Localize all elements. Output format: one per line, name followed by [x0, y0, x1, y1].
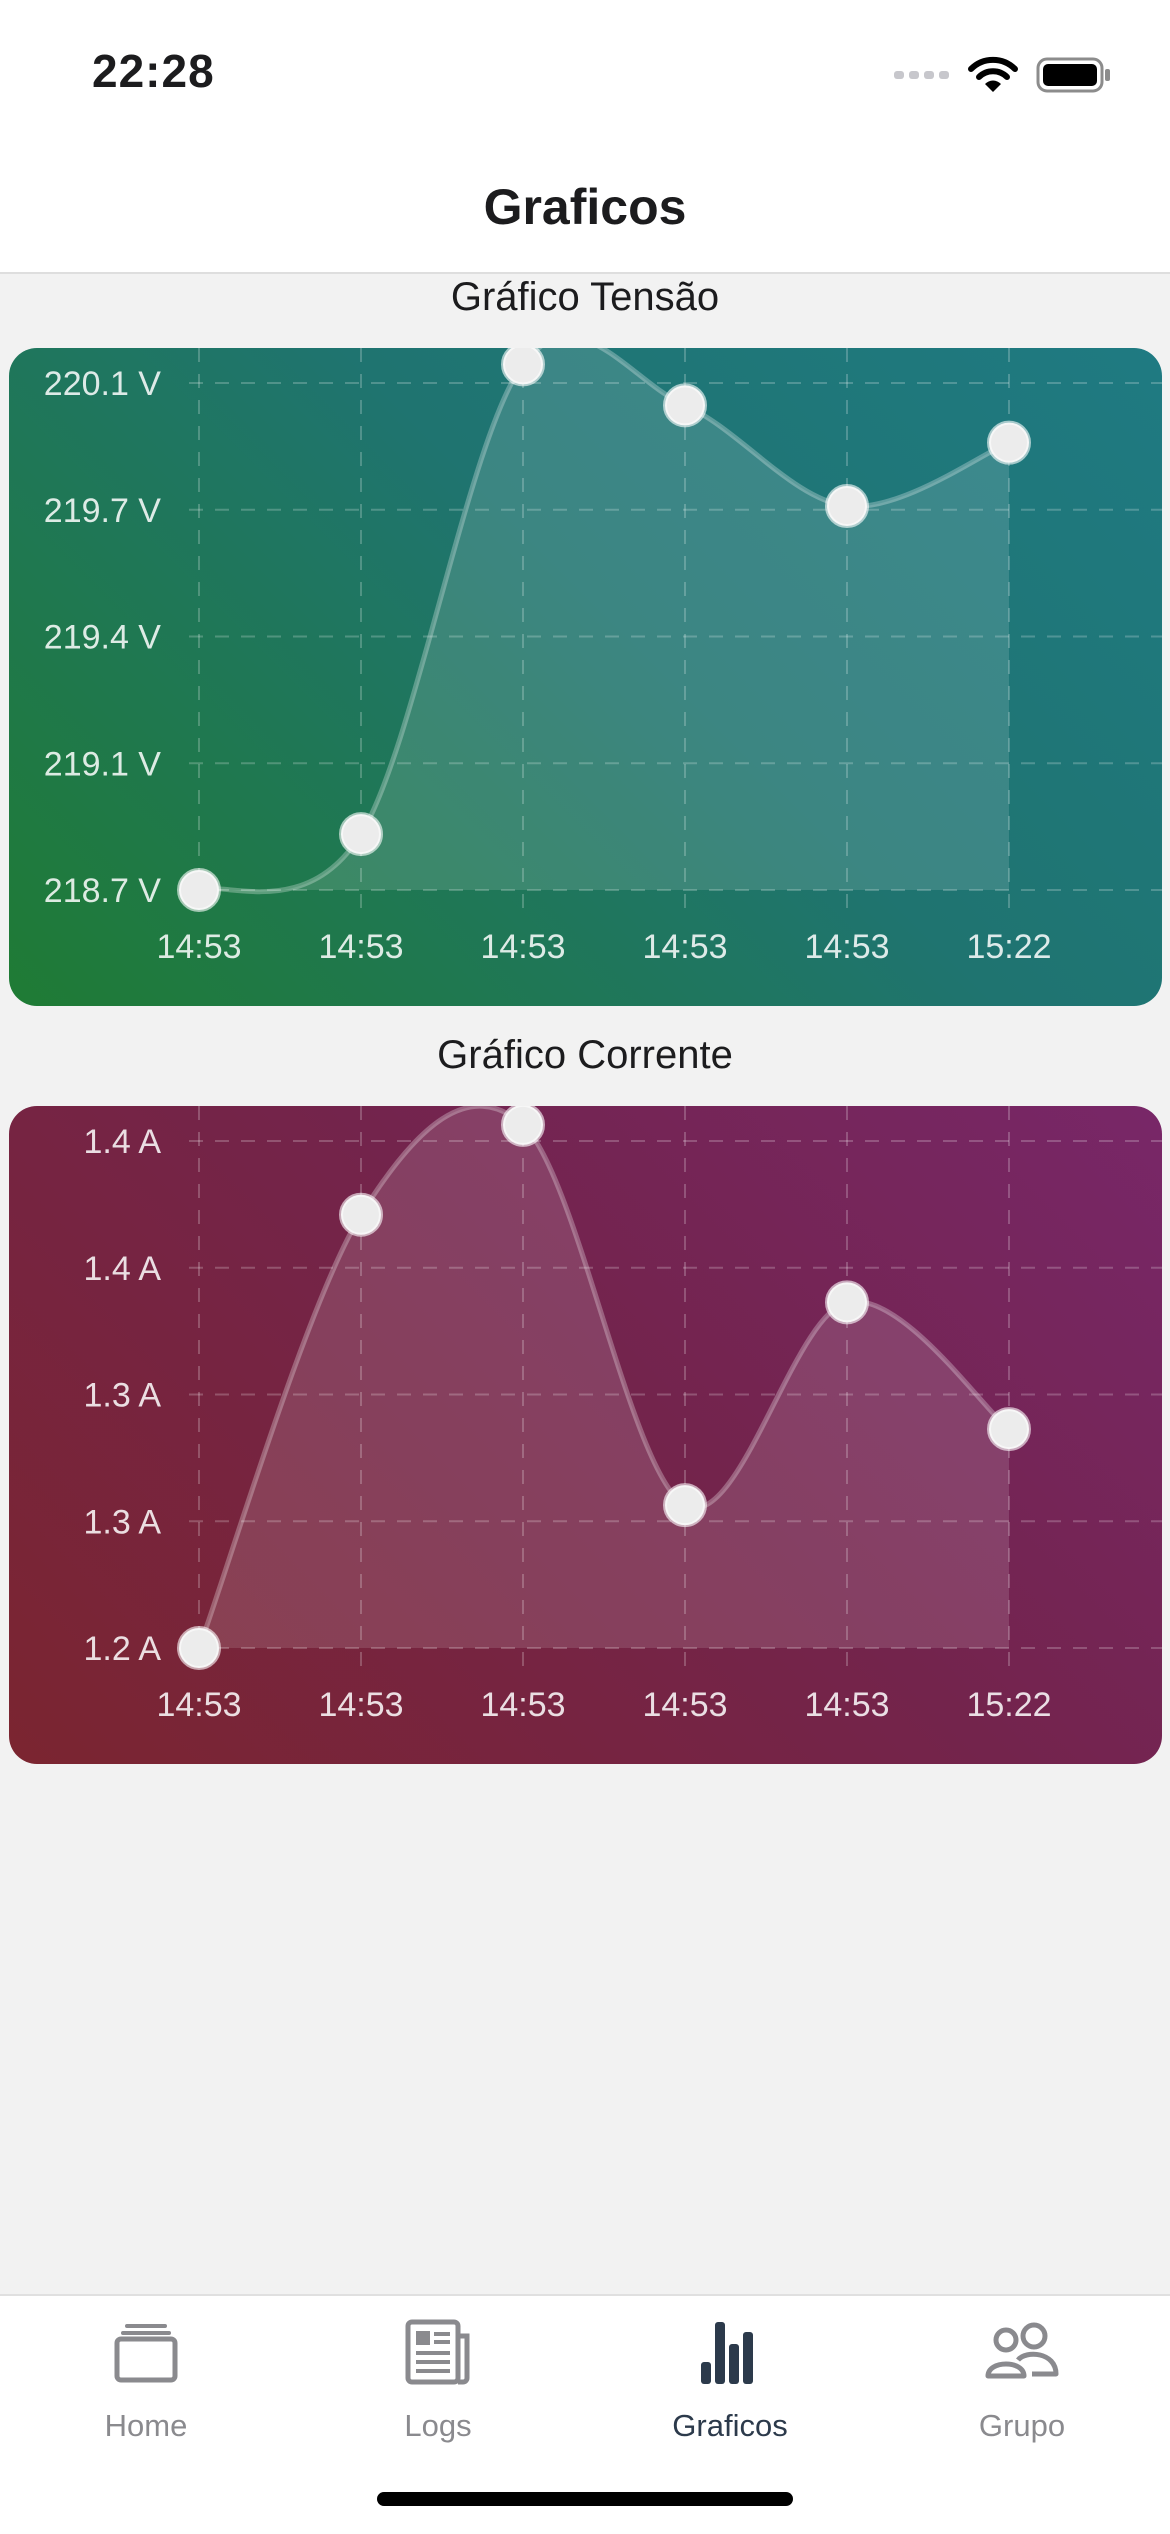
data-point[interactable]	[663, 383, 707, 428]
y-tick-label: 219.4 V	[44, 619, 162, 657]
x-tick-label: 14:53	[642, 928, 727, 966]
chart-title-corrente: Gráfico Corrente	[437, 1033, 733, 1077]
page-title: Graficos	[483, 179, 687, 235]
y-tick-label: 1.4 A	[83, 1250, 161, 1288]
tab-graficos[interactable]: Graficos	[584, 2296, 876, 2466]
home-stack-icon	[114, 2324, 178, 2383]
data-point[interactable]	[663, 1483, 707, 1528]
y-tick-label: 1.4 A	[83, 1123, 161, 1161]
x-tick-label: 14:53	[156, 1686, 241, 1724]
bar-chart-icon	[701, 2322, 753, 2384]
tab-grupo-label: Grupo	[978, 2408, 1066, 2443]
data-point[interactable]	[825, 1280, 869, 1325]
x-tick-label: 14:53	[804, 928, 889, 966]
newspaper-icon	[405, 2319, 470, 2385]
wifi-icon	[968, 56, 1018, 92]
data-point[interactable]	[177, 868, 221, 912]
x-tick-label: 14:53	[480, 928, 565, 966]
y-tick-label: 219.7 V	[44, 492, 162, 530]
data-point[interactable]	[987, 420, 1031, 465]
chart-card-tensao: 220.1 V 219.7 V 219.4 V 219.1 V 218.7 V 14:53…	[9, 348, 1162, 1006]
y-tick-label: 219.1 V	[44, 745, 162, 783]
series-area	[199, 1106, 1009, 1648]
tab-grupo[interactable]: Grupo	[876, 2296, 1168, 2466]
y-tick-label: 218.7 V	[44, 872, 162, 910]
x-tick-label: 14:53	[642, 1686, 727, 1724]
y-tick-label: 1.3 A	[83, 1503, 161, 1541]
data-point[interactable]	[501, 1106, 545, 1147]
status-bar: 22:28	[0, 0, 1170, 130]
tab-graficos-label: Graficos	[672, 2408, 788, 2443]
x-tick-label: 14:53	[156, 928, 241, 966]
battery-icon	[1036, 57, 1110, 93]
data-point[interactable]	[177, 1626, 221, 1670]
y-tick-label: 220.1 V	[44, 365, 162, 403]
data-point[interactable]	[501, 348, 545, 387]
y-tick-label: 1.2 A	[83, 1630, 161, 1668]
tab-logs[interactable]: Logs	[292, 2296, 584, 2466]
x-tick-label: 14:53	[318, 928, 403, 966]
current-chart: 1.4 A 1.4 A 1.3 A 1.3 A 1.2 A 14:53 14:53 14:53…	[83, 1106, 1162, 1724]
data-point[interactable]	[339, 1192, 383, 1237]
x-tick-label: 15:22	[966, 1686, 1051, 1724]
status-time: 22:28	[92, 45, 215, 97]
status-icons	[894, 50, 1112, 100]
series-area	[199, 348, 1009, 892]
tab-logs-label: Logs	[404, 2408, 472, 2443]
chart-card-corrente: 1.4 A 1.4 A 1.3 A 1.3 A 1.2 A 14:53 14:53 14:53…	[9, 1106, 1162, 1764]
home-indicator	[377, 2492, 793, 2506]
group-icon	[985, 2322, 1059, 2379]
y-tick-label: 1.3 A	[83, 1377, 161, 1415]
x-tick-label: 14:53	[480, 1686, 565, 1724]
cellular-signal-icon	[894, 71, 949, 79]
voltage-chart: 220.1 V 219.7 V 219.4 V 219.1 V 218.7 V 14:53…	[44, 348, 1162, 966]
data-point[interactable]	[987, 1407, 1031, 1452]
chart-title-tensao: Gráfico Tensão	[450, 275, 720, 319]
data-point[interactable]	[825, 484, 869, 529]
x-tick-label: 14:53	[804, 1686, 889, 1724]
x-tick-label: 15:22	[966, 928, 1051, 966]
tab-home-label: Home	[104, 2408, 188, 2443]
data-point[interactable]	[339, 812, 383, 857]
navigation-header: Graficos	[0, 130, 1170, 274]
tab-home[interactable]: Home	[0, 2296, 292, 2466]
x-tick-label: 14:53	[318, 1686, 403, 1724]
